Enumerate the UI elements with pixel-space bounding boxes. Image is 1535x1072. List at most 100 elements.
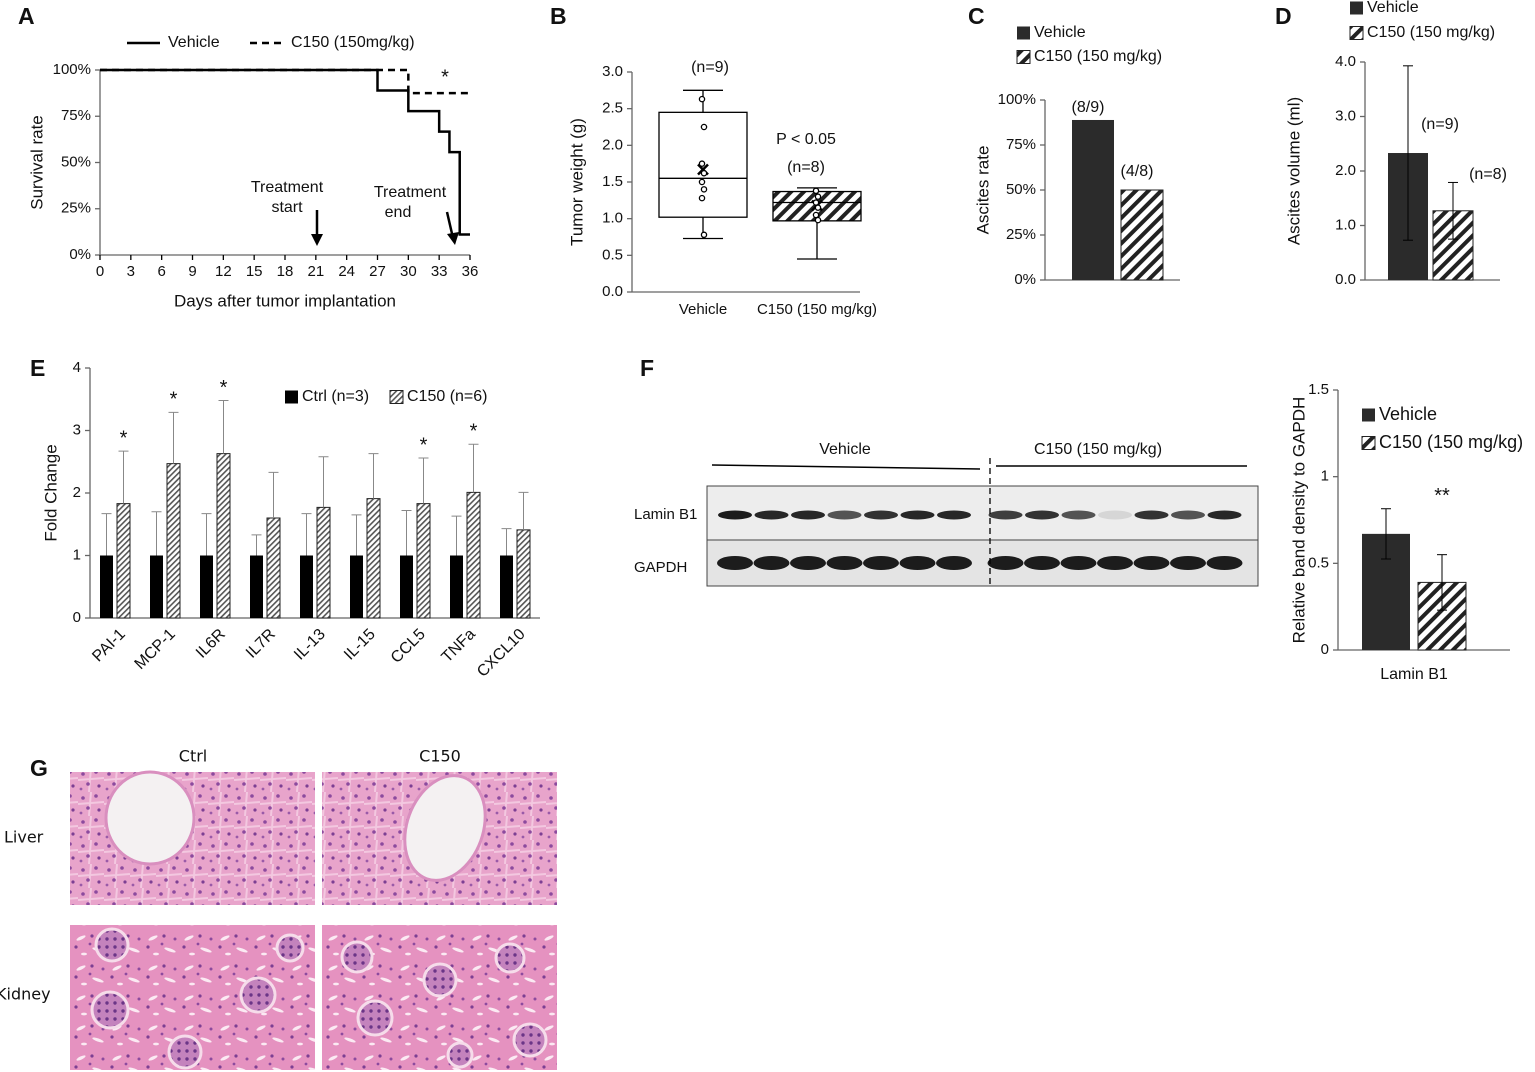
band <box>791 510 825 520</box>
annotation: Treatment <box>374 184 447 201</box>
data-point <box>812 211 820 219</box>
data-point <box>814 193 822 200</box>
annotation: (n=8) <box>1469 166 1507 183</box>
bar <box>1072 119 1114 280</box>
x-tick-label: CCL5 <box>388 626 429 667</box>
data-point <box>700 169 708 177</box>
annotation: * <box>441 66 449 88</box>
legend-label: Vehicle <box>168 34 220 51</box>
legend-swatch <box>1349 26 1364 40</box>
panel-label: C <box>968 3 985 29</box>
band <box>987 556 1024 570</box>
band <box>864 510 898 520</box>
y-tick-label: 75% <box>1006 136 1036 153</box>
bar <box>166 463 181 619</box>
bar <box>216 453 231 619</box>
panel-label: E <box>30 355 45 381</box>
significance: * <box>470 421 478 443</box>
annotation: (4/8) <box>1121 163 1154 180</box>
band <box>936 556 972 570</box>
annotation: P < 0.05 <box>776 131 836 148</box>
bar <box>316 506 331 619</box>
y-tick-label: 4.0 <box>1335 53 1356 70</box>
x-tick-label: 27 <box>369 263 386 280</box>
band <box>988 510 1023 520</box>
band <box>1060 556 1097 570</box>
x-tick-label: 33 <box>431 263 448 280</box>
band <box>1134 510 1169 520</box>
x-tick-label: IL6R <box>193 626 229 662</box>
y-axis-label: Ascites rate <box>973 146 992 235</box>
annotation: (8/9) <box>1072 99 1105 116</box>
y-tick-label: 2.5 <box>602 100 623 117</box>
legend-label: Vehicle <box>1367 0 1419 16</box>
legend-label: Vehicle <box>1034 24 1086 41</box>
band <box>863 556 899 570</box>
legend-label: C150 (150mg/kg) <box>291 34 415 51</box>
x-tick-label: 24 <box>338 263 355 280</box>
bar <box>1120 189 1164 281</box>
y-axis-label: Survival rate <box>27 115 46 209</box>
legend-label: C150 (150 mg/kg) <box>1379 432 1523 452</box>
annotation: start <box>271 199 303 216</box>
y-tick-label: 2.0 <box>1335 162 1356 179</box>
group-line <box>711 464 981 470</box>
legend-swatch <box>1362 408 1375 422</box>
band <box>753 556 790 570</box>
bar <box>150 555 163 618</box>
bar <box>450 555 463 618</box>
y-axis-label: Ascites volume (ml) <box>1284 97 1303 245</box>
x-axis-label: Days after tumor implantation <box>174 291 396 310</box>
panel-label: D <box>1275 3 1292 29</box>
data-point <box>812 199 820 206</box>
glomeruli <box>90 927 548 1070</box>
bar <box>100 555 113 618</box>
liver-image <box>70 772 315 905</box>
band <box>1206 556 1243 570</box>
y-tick-label: 0% <box>1014 271 1036 288</box>
band <box>826 556 863 570</box>
y-tick-label: 100% <box>998 91 1036 108</box>
y-tick-label: 3 <box>73 421 81 438</box>
row-label: Liver <box>4 828 44 847</box>
bar <box>416 503 431 619</box>
y-tick-label: 0 <box>73 609 81 626</box>
y-tick-label: 50% <box>61 153 91 170</box>
western-blot: Vehicle C150 (150 mg/kg) Lamin B1 GAPDH <box>634 441 1259 587</box>
data-point <box>700 186 708 193</box>
data-point <box>814 204 822 211</box>
y-tick-label: 1.5 <box>602 173 623 190</box>
band <box>1170 556 1206 570</box>
y-tick-label: 25% <box>1006 226 1036 243</box>
band <box>1133 556 1170 570</box>
arrow-head <box>311 234 323 246</box>
y-tick-label: 75% <box>61 107 91 124</box>
significance: * <box>220 377 228 399</box>
x-tick-label: IL7R <box>243 626 279 662</box>
x-tick-label: TNFa <box>439 626 479 666</box>
band <box>1098 510 1132 520</box>
x-tick-label: 12 <box>215 263 232 280</box>
x-tick-label: 15 <box>246 263 263 280</box>
x-tick-label: Lamin B1 <box>1380 666 1448 683</box>
x-tick-label: 0 <box>96 263 104 280</box>
y-tick-label: 1 <box>73 546 81 563</box>
x-tick-label: C150 (150 mg/kg) <box>757 301 877 318</box>
data-point <box>698 194 706 202</box>
band <box>1171 510 1205 520</box>
band <box>899 556 936 570</box>
bar <box>200 555 213 618</box>
band <box>717 556 753 570</box>
bar <box>300 555 313 618</box>
band <box>1207 510 1242 520</box>
significance: * <box>120 427 128 449</box>
y-tick-label: 0.5 <box>1308 554 1329 571</box>
legend-swatch <box>1350 1 1363 15</box>
data-point <box>698 178 706 186</box>
annotation: end <box>385 204 412 221</box>
significance: ** <box>1434 485 1450 507</box>
legend-label: C150 (150 mg/kg) <box>1034 48 1162 65</box>
band <box>790 556 826 570</box>
arrow-head <box>447 232 459 245</box>
